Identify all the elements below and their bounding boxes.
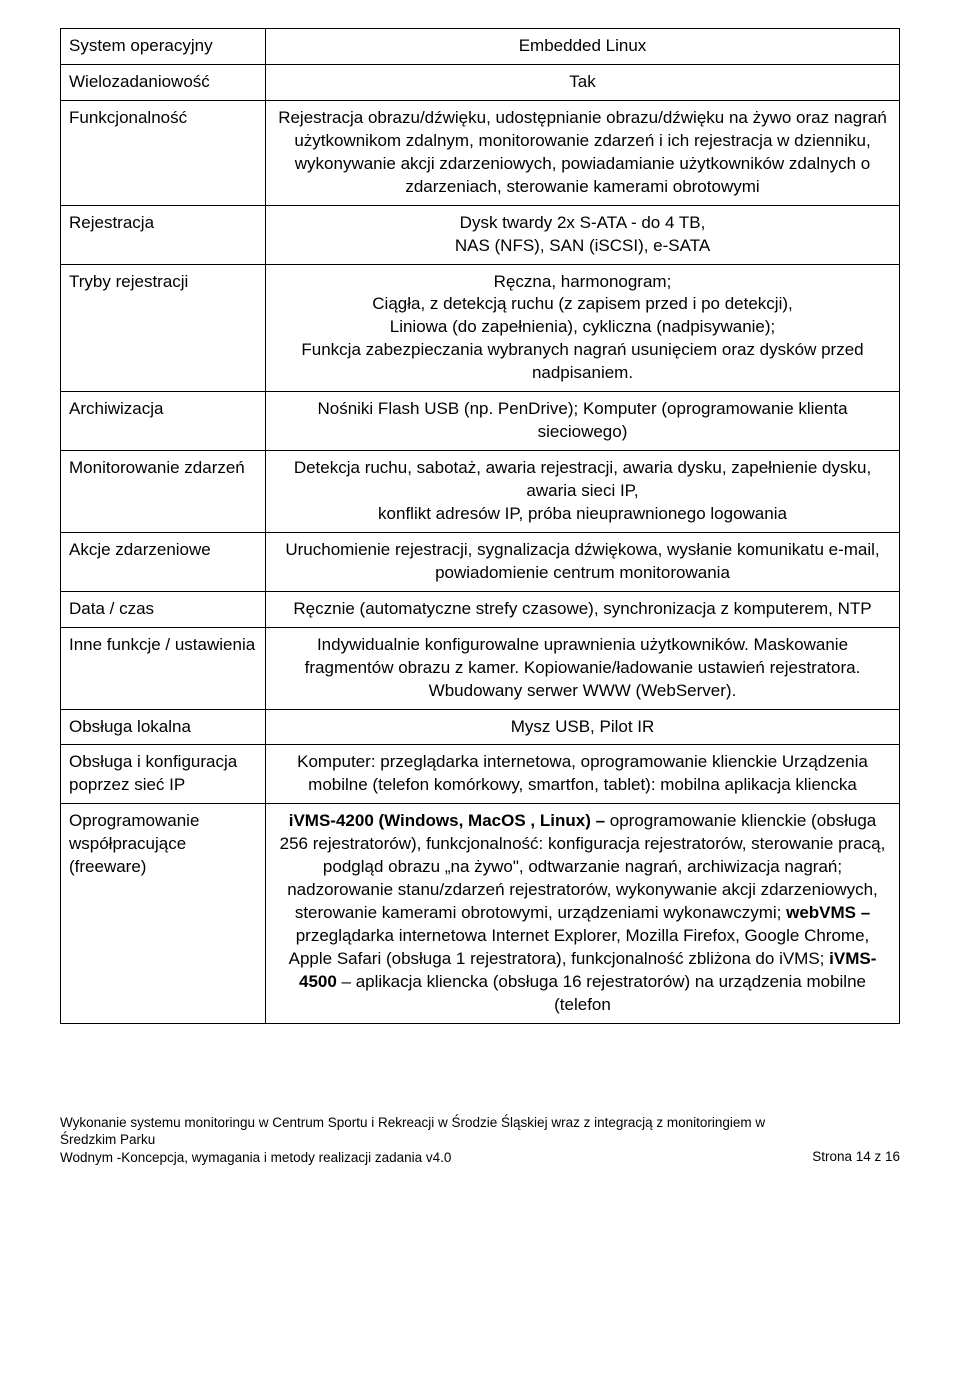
specification-table: System operacyjnyEmbedded LinuxWielozada… — [60, 28, 900, 1024]
row-label: Archiwizacja — [61, 392, 266, 451]
row-value: Nośniki Flash USB (np. PenDrive); Komput… — [266, 392, 900, 451]
table-row: Data / czasRęcznie (automatyczne strefy … — [61, 591, 900, 627]
row-label: Oprogramowanie współpracujące (freeware) — [61, 804, 266, 1023]
table-row: Akcje zdarzenioweUruchomienie rejestracj… — [61, 532, 900, 591]
table-row: ArchiwizacjaNośniki Flash USB (np. PenDr… — [61, 392, 900, 451]
row-label: Obsługa i konfiguracja poprzez sieć IP — [61, 745, 266, 804]
row-label: Inne funkcje / ustawienia — [61, 627, 266, 709]
table-row: Tryby rejestracjiRęczna, harmonogram;Cią… — [61, 264, 900, 392]
text-fragment: przeglądarka internetowa Internet Explor… — [289, 926, 870, 968]
row-label: System operacyjny — [61, 29, 266, 65]
table-row: Monitorowanie zdarzeńDetekcja ruchu, sab… — [61, 451, 900, 533]
row-label: Rejestracja — [61, 205, 266, 264]
bold-text: iVMS-4200 (Windows, MacOS , Linux) – — [289, 811, 610, 830]
row-label: Funkcjonalność — [61, 100, 266, 205]
row-value: Tak — [266, 64, 900, 100]
row-value: Komputer: przeglądarka internetowa, opro… — [266, 745, 900, 804]
row-value: Detekcja ruchu, sabotaż, awaria rejestra… — [266, 451, 900, 533]
page-footer: Wykonanie systemu monitoringu w Centrum … — [60, 1114, 900, 1167]
table-row: Oprogramowanie współpracujące (freeware)… — [61, 804, 900, 1023]
table-row: WielozadaniowośćTak — [61, 64, 900, 100]
row-label: Monitorowanie zdarzeń — [61, 451, 266, 533]
text-fragment: – aplikacja kliencka (obsługa 16 rejestr… — [337, 972, 866, 1014]
table-row: Inne funkcje / ustawieniaIndywidualnie k… — [61, 627, 900, 709]
table-row: System operacyjnyEmbedded Linux — [61, 29, 900, 65]
table-row: Obsługa lokalnaMysz USB, Pilot IR — [61, 709, 900, 745]
row-label: Wielozadaniowość — [61, 64, 266, 100]
table-row: RejestracjaDysk twardy 2x S-ATA - do 4 T… — [61, 205, 900, 264]
row-label: Tryby rejestracji — [61, 264, 266, 392]
footer-text-line1: Wykonanie systemu monitoringu w Centrum … — [60, 1115, 765, 1148]
table-row: Obsługa i konfiguracja poprzez sieć IPKo… — [61, 745, 900, 804]
row-value: Ręcznie (automatyczne strefy czasowe), s… — [266, 591, 900, 627]
footer-page-number: Strona 14 z 16 — [812, 1148, 900, 1166]
row-value: Embedded Linux — [266, 29, 900, 65]
row-value: Dysk twardy 2x S-ATA - do 4 TB,NAS (NFS)… — [266, 205, 900, 264]
table-row: FunkcjonalnośćRejestracja obrazu/dźwięku… — [61, 100, 900, 205]
row-value: Uruchomienie rejestracji, sygnalizacja d… — [266, 532, 900, 591]
row-label: Obsługa lokalna — [61, 709, 266, 745]
row-value: Ręczna, harmonogram;Ciągła, z detekcją r… — [266, 264, 900, 392]
row-label: Akcje zdarzeniowe — [61, 532, 266, 591]
row-value: Mysz USB, Pilot IR — [266, 709, 900, 745]
footer-left: Wykonanie systemu monitoringu w Centrum … — [60, 1114, 792, 1167]
row-label: Data / czas — [61, 591, 266, 627]
row-value: Rejestracja obrazu/dźwięku, udostępniani… — [266, 100, 900, 205]
row-value: Indywidualnie konfigurowalne uprawnienia… — [266, 627, 900, 709]
footer-text-line2: Wodnym -Koncepcja, wymagania i metody re… — [60, 1150, 451, 1165]
row-value: iVMS-4200 (Windows, MacOS , Linux) – opr… — [266, 804, 900, 1023]
bold-text: webVMS – — [786, 903, 870, 922]
